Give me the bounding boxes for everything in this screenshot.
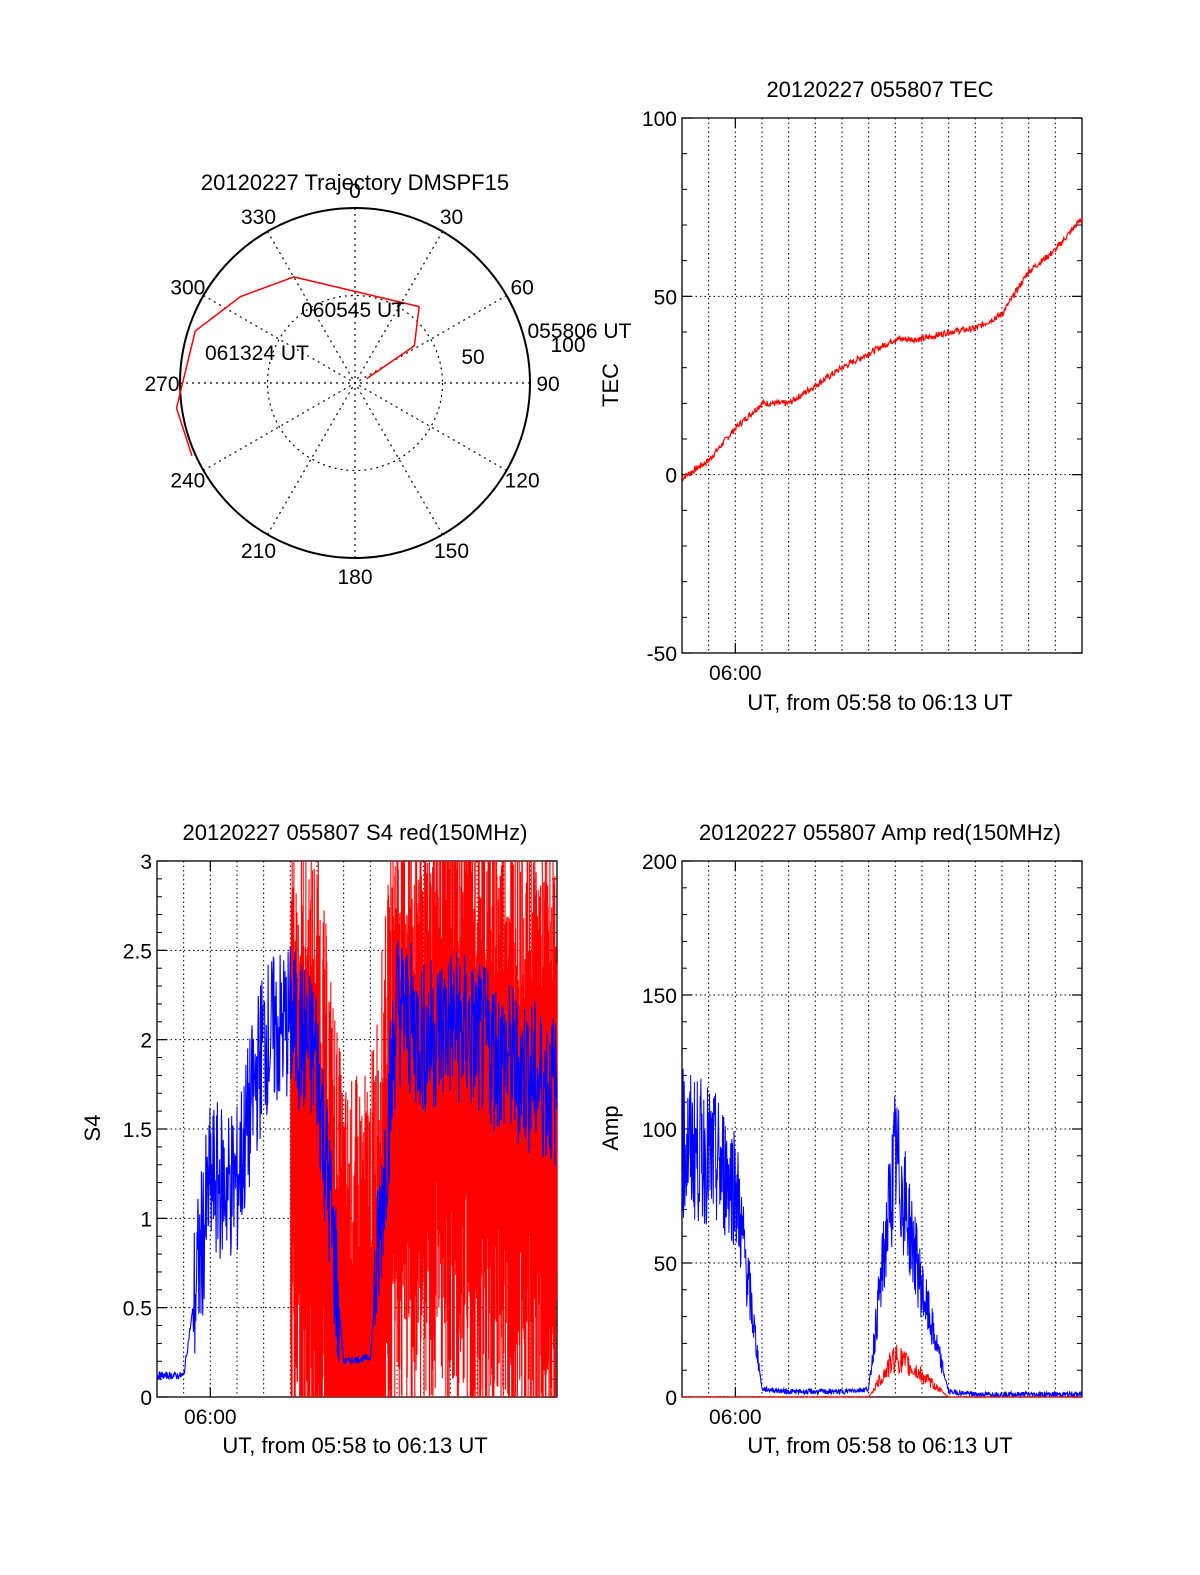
polar-azimuth-label: 150 (434, 540, 469, 563)
s4-blue-line (156, 940, 558, 1382)
s4-chart: 20120227 055807 S4 red(150MHz) 0 0.5 1 1.5 2… (80, 820, 558, 1458)
y-tick-label: 1 (140, 1208, 152, 1231)
x-tick-label: 06:00 (184, 1406, 237, 1429)
amp-red-line (681, 1344, 1083, 1398)
x-tick-label: 06:00 (709, 662, 762, 685)
y-tick-label: 0.5 (123, 1298, 152, 1321)
polar-grid (179, 207, 531, 559)
amp-chart: 20120227 055807 Amp red(150MHz) 0 50 100 15… (598, 820, 1083, 1458)
polar-azimuth-label: 330 (241, 206, 276, 229)
polar-azimuth-label: 210 (241, 540, 276, 563)
x-tick-label: 06:00 (709, 1406, 762, 1429)
y-tick-label: 2.5 (123, 940, 152, 963)
polar-spoke (266, 231, 444, 535)
s4-series (156, 861, 558, 1397)
y-tick-label: 2 (140, 1030, 152, 1053)
y-tick-label: 1.5 (123, 1119, 152, 1142)
polar-azimuth-label: 0 (349, 180, 361, 203)
tec-ylabel: TEC (598, 363, 623, 407)
polar-trajectory-series (175, 276, 420, 456)
polar-time-annotations: 055806 UT 060545 UT 061324 UT (205, 299, 632, 365)
tec-series (681, 217, 1083, 482)
trajectory-title: 20120227 Trajectory DMSPF15 (201, 170, 509, 195)
trajectory-time-label: 060545 UT (301, 299, 405, 322)
plot-frame (681, 117, 1083, 654)
polar-inner-ring (266, 294, 444, 472)
tec-axes: -50 0 50 100 06:00 (642, 108, 1083, 685)
trajectory-time-label: 055806 UT (527, 320, 631, 343)
s4-title: 20120227 055807 S4 red(150MHz) (183, 820, 528, 845)
polar-azimuth-label: 300 (170, 277, 205, 300)
polar-azimuth-label: 60 (510, 277, 533, 300)
trajectory-line (175, 276, 420, 456)
y-tick-label: 0 (665, 1387, 677, 1410)
y-tick-label: 0 (140, 1387, 152, 1410)
tec-xlabel: UT, from 05:58 to 06:13 UT (747, 690, 1012, 715)
tec-red-line (681, 217, 1083, 482)
y-tick-label: 100 (642, 1119, 677, 1142)
y-tick-label: 200 (642, 851, 677, 874)
polar-azimuth-label: 30 (440, 206, 463, 229)
polar-azimuth-label: 270 (144, 373, 179, 396)
tec-chart: 20120227 055807 TEC -50 0 50 100 06:00 UT, f… (598, 77, 1083, 715)
y-tick-label: -50 (647, 643, 677, 666)
amp-blue-line (681, 1068, 1083, 1399)
amp-ylabel: Amp (598, 1105, 623, 1150)
amp-xlabel: UT, from 05:58 to 06:13 UT (747, 1433, 1012, 1458)
polar-azimuth-label: 180 (337, 566, 372, 589)
tec-title: 20120227 055807 TEC (766, 77, 993, 102)
polar-elevation-label: 100 (550, 334, 585, 357)
y-tick-label: 3 (140, 851, 152, 874)
y-tick-label: 0 (665, 465, 677, 488)
amp-series (681, 1068, 1083, 1399)
y-tick-label: 50 (654, 1253, 677, 1276)
trajectory-polar-plot: 20120227 Trajectory DMSPF15 0 30 60 90 120 15… (144, 170, 631, 589)
trajectory-time-label: 061324 UT (205, 342, 309, 365)
amp-title: 20120227 055807 Amp red(150MHz) (699, 820, 1061, 845)
y-tick-label: 150 (642, 985, 677, 1008)
s4-ylabel: S4 (80, 1115, 105, 1142)
s4-xlabel: UT, from 05:58 to 06:13 UT (222, 1433, 487, 1458)
polar-azimuth-labels: 0 30 60 90 120 150 180 210 240 270 300 330 50 100 (144, 180, 585, 589)
polar-elevation-label: 50 (461, 346, 484, 369)
polar-azimuth-label: 90 (536, 373, 559, 396)
polar-azimuth-label: 240 (170, 470, 205, 493)
y-tick-label: 100 (642, 108, 677, 131)
y-tick-label: 50 (654, 286, 677, 309)
polar-azimuth-label: 120 (505, 470, 540, 493)
